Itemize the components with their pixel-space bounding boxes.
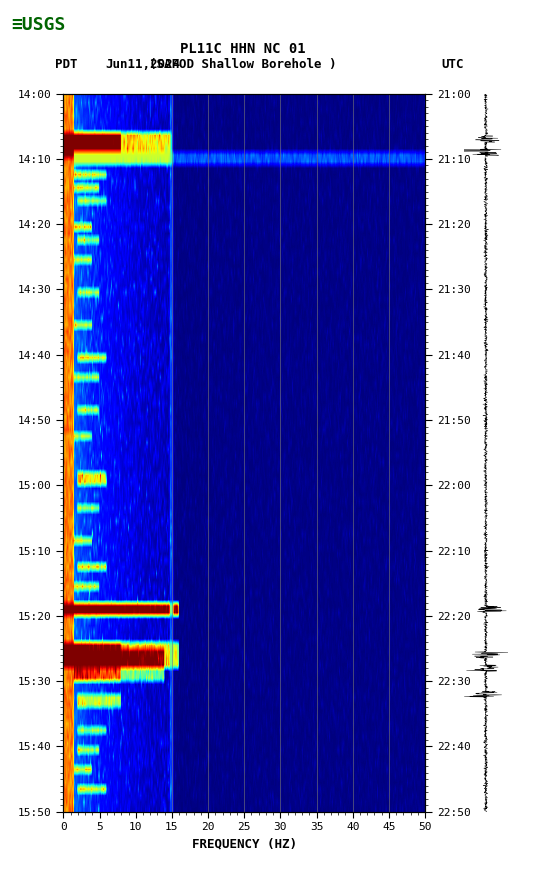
Text: PDT: PDT (55, 58, 78, 70)
X-axis label: FREQUENCY (HZ): FREQUENCY (HZ) (192, 838, 297, 851)
Text: Jun11,2024: Jun11,2024 (105, 58, 180, 70)
Text: PL11C HHN NC 01: PL11C HHN NC 01 (180, 42, 306, 56)
Text: (SAFOD Shallow Borehole ): (SAFOD Shallow Borehole ) (149, 58, 337, 70)
Text: ≡USGS: ≡USGS (11, 16, 66, 34)
Text: UTC: UTC (442, 58, 464, 70)
